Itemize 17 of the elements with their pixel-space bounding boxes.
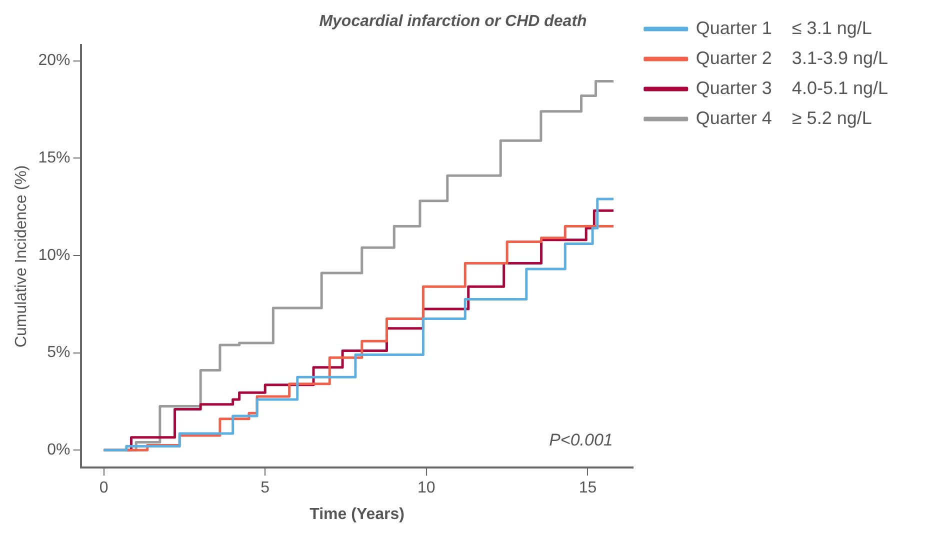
x-tick-label: 10 [418, 480, 436, 497]
legend-label: Quarter 1 ≤ 3.1 ng/L [696, 18, 872, 38]
legend-label: Quarter 2 3.1-3.9 ng/L [696, 48, 888, 68]
y-axis-title: Cumulative Incidence (%) [13, 165, 30, 348]
y-tick-label: 5% [47, 344, 70, 362]
legend-label: Quarter 3 4.0-5.1 ng/L [696, 78, 888, 98]
legend-label: Quarter 4 ≥ 5.2 ng/L [696, 108, 872, 128]
chart-title: Myocardial infarction or CHD death [319, 13, 588, 30]
x-tick-label: 15 [578, 480, 597, 497]
y-tick-label: 20% [38, 52, 70, 70]
x-tick-label: 0 [99, 480, 108, 497]
y-tick-label: 0% [47, 441, 70, 458]
y-tick-label: 15% [38, 150, 70, 167]
y-tick-label: 10% [38, 246, 70, 264]
annotation: P<0.001 [549, 430, 613, 450]
x-axis-title: Time (Years) [310, 506, 404, 523]
x-tick-label: 5 [260, 480, 270, 497]
